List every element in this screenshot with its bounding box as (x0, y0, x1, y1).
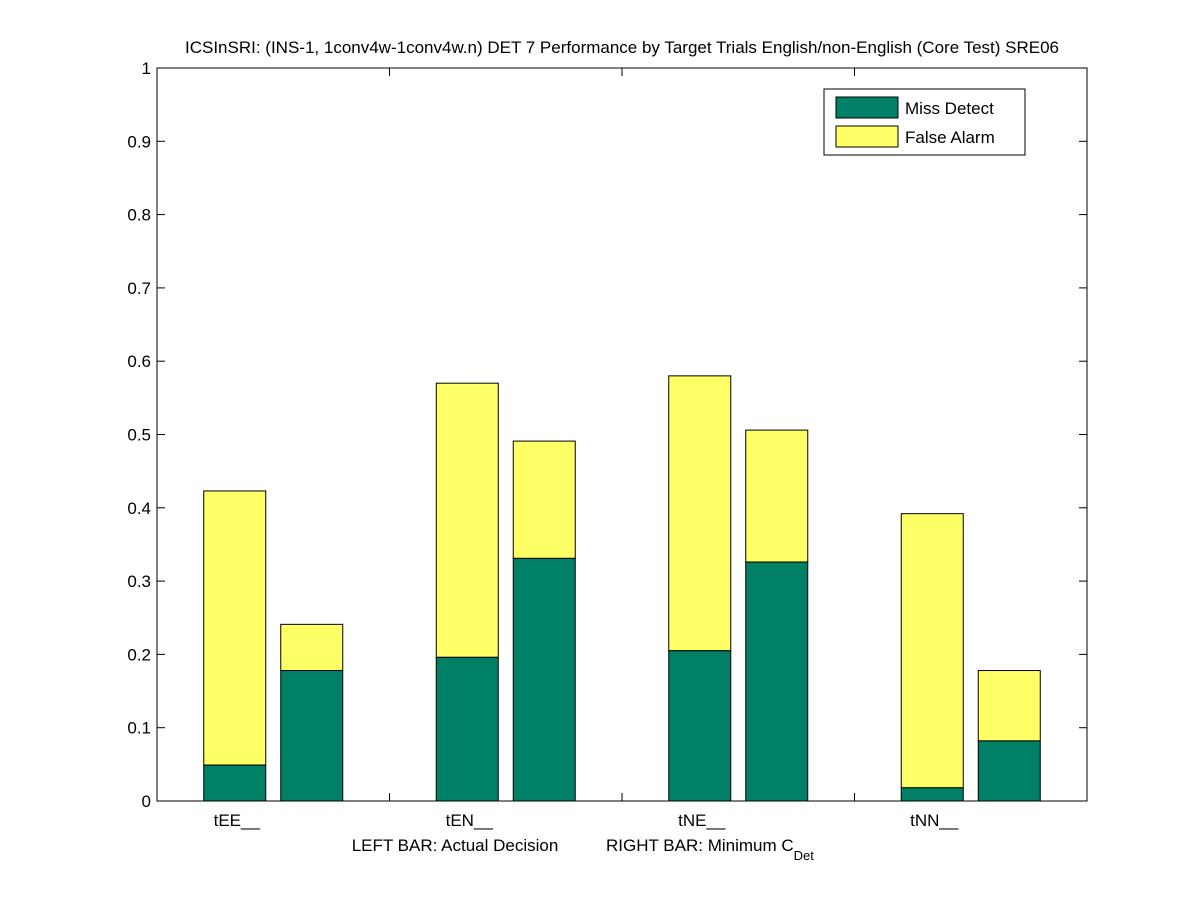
bar-false-alarm-actual (435, 382, 499, 658)
bar-false-alarm-minimum (512, 440, 576, 559)
bar-false-alarm-minimum (977, 670, 1041, 742)
y-tick-label: 1 (142, 59, 151, 78)
y-axis: 0 0.1 0.2 0.3 0.4 0.5 0.6 0.7 0.8 0.9 1 (127, 59, 1087, 811)
bar-miss-detect-minimum (280, 670, 344, 802)
bar-false-alarm-actual (900, 513, 964, 789)
y-tick-label: 0.5 (127, 426, 151, 445)
x-tick-label: tEN__ (446, 811, 494, 830)
bar-false-alarm-actual (668, 375, 732, 652)
chart-title: ICSInSRI: (INS-1, 1conv4w-1conv4w.n) DET… (185, 38, 1059, 57)
bar-false-alarm-actual (203, 490, 267, 766)
bar-false-alarm-minimum (745, 429, 809, 563)
bar-miss-detect-actual (203, 764, 267, 802)
y-tick-label: 0.3 (127, 572, 151, 591)
legend: Miss Detect False Alarm (823, 88, 1026, 156)
y-tick-label: 0.2 (127, 645, 151, 664)
legend-label-false-alarm: False Alarm (905, 128, 995, 147)
y-tick-label: 0.4 (127, 499, 151, 518)
x-axis-label: LEFT BAR: Actual Decision RIGHT BAR: Min… (352, 836, 815, 863)
bar-miss-detect-actual (435, 656, 499, 802)
x-tick-label: tNE__ (678, 811, 726, 830)
y-tick-label: 0.9 (127, 132, 151, 151)
y-tick-label: 0.6 (127, 352, 151, 371)
x-axis: tEE__ tEN__ tNE__ tNN__ (214, 68, 959, 830)
y-tick-label: 0 (142, 792, 151, 811)
y-tick-label: 0.7 (127, 279, 151, 298)
y-tick-label: 0.1 (127, 719, 151, 738)
y-tick-label: 0.8 (127, 206, 151, 225)
bar-miss-detect-minimum (745, 561, 809, 802)
bars (203, 375, 1041, 802)
bar-miss-detect-minimum (977, 740, 1041, 802)
xlabel-right-main: RIGHT BAR: Minimum C (606, 836, 794, 855)
xlabel-left: LEFT BAR: Actual Decision (352, 836, 559, 855)
legend-swatch-miss-detect (835, 96, 899, 119)
bar-miss-detect-minimum (512, 557, 576, 802)
legend-label-miss-detect: Miss Detect (905, 99, 994, 118)
x-tick-label: tEE__ (214, 811, 261, 830)
bar-false-alarm-minimum (280, 623, 344, 672)
bar-miss-detect-actual (668, 650, 732, 802)
xlabel-right: RIGHT BAR: Minimum CDet (606, 836, 814, 863)
xlabel-right-subscript: Det (794, 848, 815, 863)
x-tick-label: tNN__ (910, 811, 959, 830)
bar-miss-detect-actual (900, 787, 964, 802)
legend-swatch-false-alarm (835, 125, 899, 148)
